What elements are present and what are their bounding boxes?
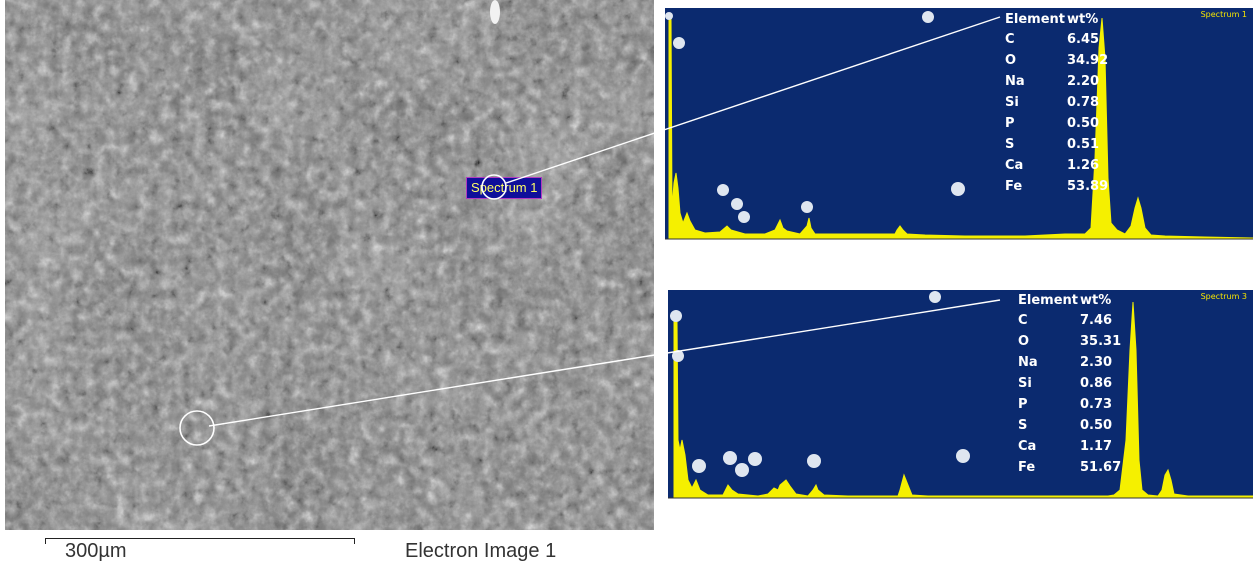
element-wt: 1.26 bbox=[1067, 158, 1100, 173]
table-row: C 7.46 bbox=[1018, 310, 1140, 331]
table-row: Fe 51.67 bbox=[1018, 457, 1140, 478]
header-element: Element bbox=[1018, 293, 1078, 308]
element-symbol: P bbox=[1005, 116, 1015, 131]
element-wt: 1.17 bbox=[1080, 439, 1113, 454]
element-wt: 2.20 bbox=[1067, 74, 1100, 89]
element-wt: 0.50 bbox=[1067, 116, 1100, 131]
table-row: Fe 53.89 bbox=[1005, 176, 1127, 197]
header-element: Element bbox=[1005, 12, 1065, 27]
element-symbol: P bbox=[1018, 397, 1028, 412]
header-wt: wt% bbox=[1080, 293, 1112, 308]
element-wt: 35.31 bbox=[1080, 334, 1122, 349]
spectrum-1-plot bbox=[665, 11, 1253, 267]
element-wt: 0.51 bbox=[1067, 137, 1100, 152]
element-symbol: O bbox=[1005, 53, 1017, 68]
table-row: Si 0.86 bbox=[1018, 373, 1140, 394]
element-wt: 51.67 bbox=[1080, 460, 1122, 475]
scale-bar bbox=[45, 538, 355, 544]
table-row: P 0.50 bbox=[1005, 113, 1127, 134]
element-symbol: Fe bbox=[1018, 460, 1036, 475]
spectrum-1-trace bbox=[668, 13, 1253, 240]
header-wt: wt% bbox=[1067, 12, 1099, 27]
element-wt: 53.89 bbox=[1067, 179, 1109, 194]
table-row: P 0.73 bbox=[1018, 394, 1140, 415]
element-wt: 0.73 bbox=[1080, 397, 1113, 412]
eds-spectrum-panel-3: Spectrum 3 Element wt% C 7.46 O 35.31 Na 2.… bbox=[668, 290, 1253, 555]
element-symbol: S bbox=[1005, 137, 1015, 152]
table-row: Na 2.20 bbox=[1005, 71, 1127, 92]
table-row: O 35.31 bbox=[1018, 331, 1140, 352]
element-table-header: Element wt% bbox=[1005, 11, 1127, 29]
element-symbol: Ca bbox=[1018, 439, 1037, 454]
table-row: Na 2.30 bbox=[1018, 352, 1140, 373]
element-symbol: O bbox=[1018, 334, 1030, 349]
element-symbol: Na bbox=[1018, 355, 1038, 370]
element-table-1: Element wt% C 6.45 O 34.92 Na 2.20 Si 0.78 P… bbox=[1005, 11, 1127, 197]
table-row: Ca 1.17 bbox=[1018, 436, 1140, 457]
element-symbol: Si bbox=[1005, 95, 1019, 110]
electron-image-label: Electron Image 1 bbox=[405, 540, 557, 562]
table-row: C 6.45 bbox=[1005, 29, 1127, 50]
spectrum-1-title: Spectrum 1 bbox=[1200, 10, 1247, 19]
element-wt: 6.45 bbox=[1067, 32, 1100, 47]
element-wt: 34.92 bbox=[1067, 53, 1109, 68]
element-wt: 0.50 bbox=[1080, 418, 1113, 433]
element-symbol: Fe bbox=[1005, 179, 1023, 194]
table-row: S 0.50 bbox=[1018, 415, 1140, 436]
element-symbol: S bbox=[1018, 418, 1028, 433]
bright-particle bbox=[490, 0, 500, 24]
element-wt: 0.78 bbox=[1067, 95, 1100, 110]
element-table-header: Element wt% bbox=[1018, 292, 1140, 310]
table-row: S 0.51 bbox=[1005, 134, 1127, 155]
spectrum-3-trace bbox=[673, 301, 1253, 499]
scale-bar-label: 300µm bbox=[65, 540, 127, 562]
table-row: Si 0.78 bbox=[1005, 92, 1127, 113]
element-wt: 2.30 bbox=[1080, 355, 1113, 370]
element-wt: 0.86 bbox=[1080, 376, 1113, 391]
table-row: Ca 1.26 bbox=[1005, 155, 1127, 176]
element-symbol: Si bbox=[1018, 376, 1032, 391]
element-symbol: C bbox=[1018, 313, 1028, 328]
element-table-3: Element wt% C 7.46 O 35.31 Na 2.30 Si 0.86 P… bbox=[1018, 292, 1140, 478]
spectrum-3-marker-circle bbox=[179, 410, 215, 446]
eds-spectrum-panel-1: Spectrum 1 Element wt% C 6.45 O 34.92 Na 2.… bbox=[665, 8, 1253, 267]
spectrum-3-title: Spectrum 3 bbox=[1200, 292, 1247, 301]
sem-micrograph bbox=[5, 0, 654, 530]
spectrum-1-marker-label: Spectrum 1 bbox=[466, 177, 543, 199]
table-row: O 34.92 bbox=[1005, 50, 1127, 71]
spectrum-3-plot bbox=[668, 291, 1253, 555]
element-symbol: C bbox=[1005, 32, 1015, 47]
element-symbol: Na bbox=[1005, 74, 1025, 89]
element-symbol: Ca bbox=[1005, 158, 1024, 173]
element-wt: 7.46 bbox=[1080, 313, 1113, 328]
